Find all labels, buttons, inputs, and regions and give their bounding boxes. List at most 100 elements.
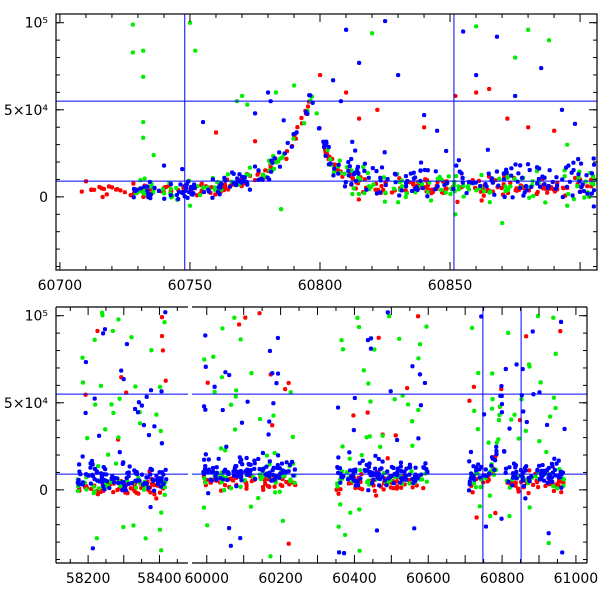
data-point-blue [252,458,257,463]
data-point-red [513,480,518,485]
data-point-blue [483,467,488,472]
data-point-blue [338,480,343,485]
data-point-red [243,315,248,320]
data-point-green [382,199,387,204]
data-point-blue [541,478,547,483]
data-point-blue [374,528,380,533]
data-point-blue [191,182,197,187]
data-point-red [558,329,563,334]
data-point-red [160,348,166,353]
data-point-blue [464,190,469,196]
data-point-blue [525,162,531,167]
data-point-blue [80,454,85,459]
data-point-green [110,328,115,334]
data-point-blue [265,175,270,180]
data-point-blue [466,179,472,185]
data-point-blue [504,170,509,175]
data-point-blue [120,480,125,485]
data-point-blue [332,166,337,171]
data-point-blue [227,372,232,378]
data-point-blue [555,183,560,188]
data-point-blue [474,468,479,473]
data-point-green [291,83,297,88]
data-point-green [487,200,492,205]
data-point-blue [144,475,149,480]
data-point-blue [266,432,271,437]
data-point-blue [203,364,208,369]
data-point-blue [159,389,164,394]
data-point-blue [527,167,532,173]
data-point-blue [241,176,246,181]
data-point-green [131,523,136,528]
data-point-green [553,406,558,411]
data-point-blue [322,141,327,147]
data-point-blue [422,380,428,386]
data-point-blue [335,405,341,410]
data-point-green [342,171,347,176]
data-point-green [356,324,362,330]
data-point-red [128,193,133,198]
data-point-blue [126,474,131,479]
data-point-blue [201,404,207,409]
data-point-green [130,22,135,27]
data-point-blue [492,467,497,472]
x-tick-label: 60850 [428,278,473,294]
data-point-green [228,486,234,491]
data-point-blue [507,465,512,470]
data-point-red [486,477,491,483]
data-point-blue [395,466,400,471]
data-point-blue [234,484,239,489]
data-point-blue [391,465,396,471]
data-point-green [212,187,218,192]
data-point-blue [307,93,312,98]
data-point-green [527,195,532,200]
data-point-blue [537,184,543,189]
data-point-blue [422,167,427,173]
data-point-blue [410,364,415,369]
data-point-blue [479,314,484,319]
data-point-red [526,125,531,130]
data-point-blue [550,479,555,485]
data-point-green [116,435,121,440]
data-point-blue [271,401,276,406]
data-point-blue [228,543,233,548]
data-point-red [122,190,127,195]
data-point-green [256,496,261,501]
data-point-blue [213,474,218,479]
data-point-green [551,484,556,489]
data-point-green [264,453,270,458]
data-point-green [371,182,376,187]
data-point-blue [103,467,108,472]
data-point-blue [135,410,140,415]
data-point-blue [210,177,215,182]
data-point-blue [80,482,85,487]
data-point-blue [403,474,408,479]
data-point-green [527,505,532,510]
data-point-blue [366,175,371,180]
data-point-green [348,510,353,515]
data-point-blue [483,524,489,529]
data-point-red [493,510,498,516]
data-point-green [543,200,548,205]
data-point-blue [467,482,472,487]
data-point-green [143,536,148,541]
data-point-red [84,484,89,489]
data-point-red [372,488,377,493]
data-point-blue [514,362,519,367]
data-point-red [83,392,88,397]
data-point-blue [148,504,153,510]
data-point-red [393,433,398,438]
data-point-blue [88,481,93,486]
data-point-blue [275,371,281,376]
data-point-blue [363,468,368,474]
data-point-red [374,493,379,498]
data-point-green [159,548,164,553]
data-point-blue [520,175,525,180]
data-point-green [314,111,319,116]
data-point-green [197,192,203,198]
data-point-red [222,182,228,187]
data-point-blue [218,475,223,481]
data-point-green [589,180,594,186]
data-point-blue [378,175,383,181]
data-point-green [239,93,245,99]
